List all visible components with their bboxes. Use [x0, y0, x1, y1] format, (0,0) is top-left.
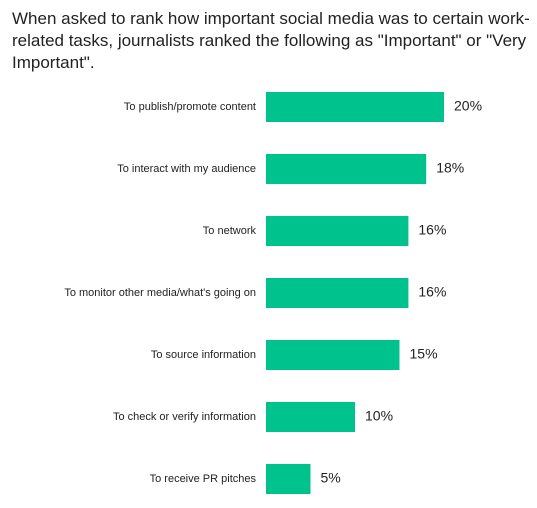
category-label: To interact with my audience	[117, 163, 256, 175]
bar	[266, 216, 409, 246]
category-label: To publish/promote content	[124, 101, 256, 113]
value-label: 16%	[418, 284, 446, 300]
value-label: 20%	[454, 98, 482, 114]
value-label: 10%	[365, 408, 393, 424]
bar	[266, 402, 355, 432]
category-label: To receive PR pitches	[150, 473, 257, 485]
category-label: To source information	[151, 349, 256, 361]
category-label: To check or verify information	[113, 411, 256, 423]
value-label: 15%	[410, 346, 438, 362]
value-label: 16%	[418, 222, 446, 238]
value-label: 5%	[321, 470, 341, 486]
category-label: To network	[203, 225, 257, 237]
chart-title: When asked to rank how important social …	[12, 9, 530, 72]
bar	[266, 340, 400, 370]
value-label: 18%	[436, 160, 464, 176]
category-label: To monitor other media/what's going on	[64, 287, 256, 299]
bar	[266, 464, 311, 494]
bar	[266, 92, 444, 122]
bar	[266, 154, 427, 184]
bar	[266, 278, 409, 308]
